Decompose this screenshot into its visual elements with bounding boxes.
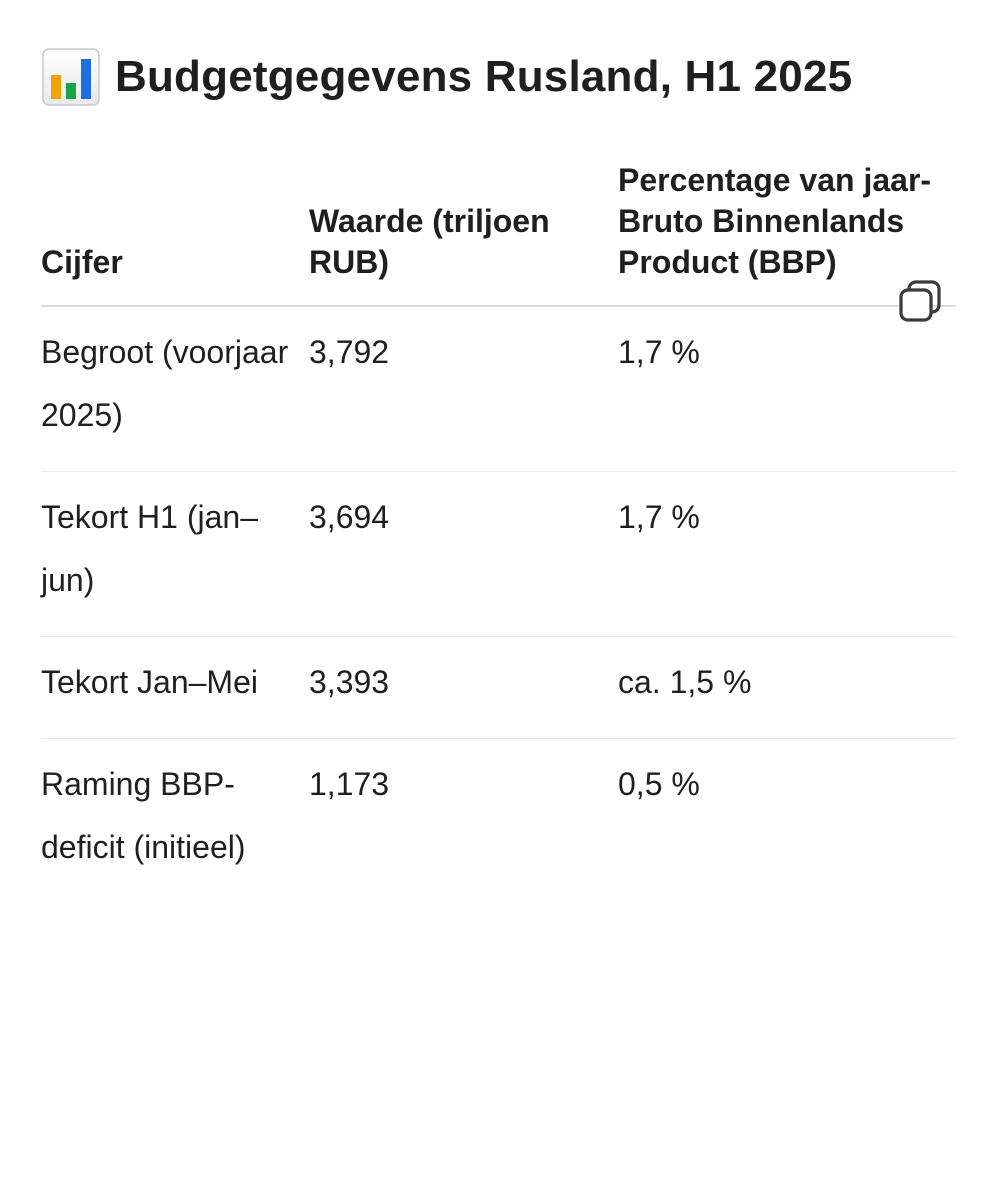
row-percentage: 1,7 % [618, 471, 956, 637]
row-label: Tekort Jan–Mei [41, 636, 309, 739]
title-row: Budgetgegevens Rusland, H1 2025 [41, 46, 852, 108]
row-label: Raming BBP-deficit (initieel) [41, 766, 246, 865]
header-cijfer: Cijfer [41, 160, 309, 307]
row-percentage: 0,5 % [618, 766, 700, 802]
row-percentage: ca. 1,5 % [618, 636, 956, 739]
row-label: Tekort H1 (jan–jun) [41, 471, 309, 637]
table-row: Raming BBP-deficit (initieel) 1,173 0,5 … [41, 739, 956, 904]
row-label: Begroot (voorjaar 2025) [41, 306, 309, 472]
budget-table-wrap: Cijfer Waarde (triljoen RUB) Percentage … [41, 160, 956, 903]
row-value: 1,173 [309, 766, 390, 802]
row-value: 3,694 [309, 471, 618, 637]
table-row: Begroot (voorjaar 2025) 3,792 1,7 % [41, 306, 956, 472]
row-value: 3,792 [309, 306, 618, 472]
header-percentage: Percentage van jaar-Bruto Binnenlands Pr… [618, 160, 956, 307]
row-value: 3,393 [309, 636, 618, 739]
header-waarde: Waarde (triljoen RUB) [309, 160, 618, 307]
table-header-row: Cijfer Waarde (triljoen RUB) Percentage … [41, 160, 956, 307]
table-row: Tekort Jan–Mei 3,393 ca. 1,5 % [41, 636, 956, 739]
budget-table: Cijfer Waarde (triljoen RUB) Percentage … [41, 160, 956, 903]
page-title: Budgetgegevens Rusland, H1 2025 [115, 52, 853, 101]
row-percentage: 1,7 % [618, 306, 956, 472]
table-row: Tekort H1 (jan–jun) 3,694 1,7 % [41, 471, 956, 637]
bar-chart-icon [41, 47, 101, 107]
copy-icon[interactable] [897, 278, 943, 324]
